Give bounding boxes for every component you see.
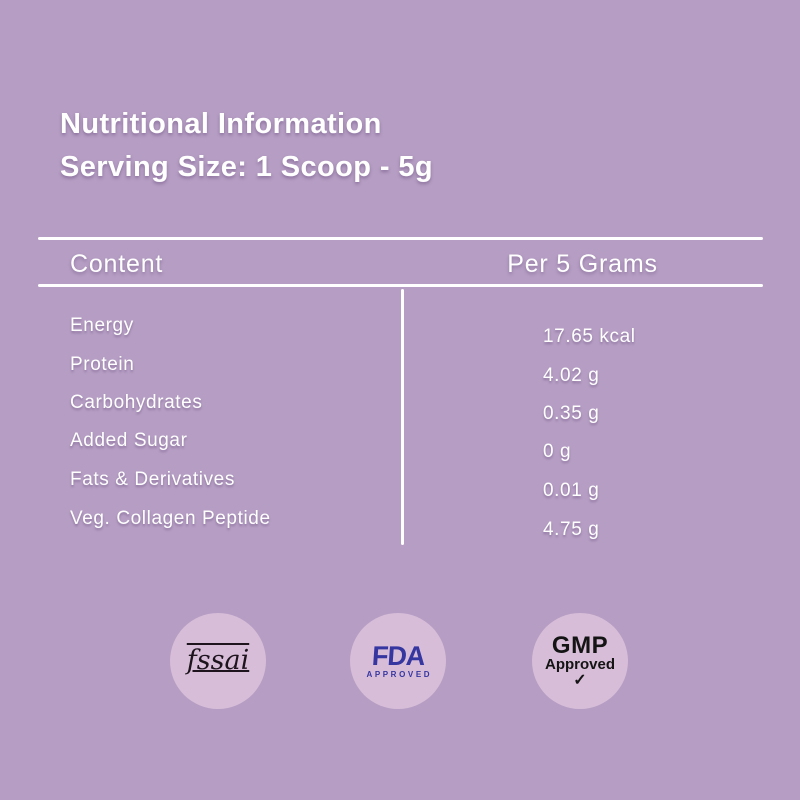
column-header-content: Content [70, 250, 164, 278]
fda-logo-icon: FDA [370, 641, 426, 671]
row-value: 0 g [543, 441, 572, 462]
fda-approved-label: APPROVED [366, 670, 433, 679]
title-block: Nutritional Information Serving Size: 1 … [60, 103, 433, 189]
table-row: Fats & Derivatives 0.01 g [70, 467, 730, 501]
serving-size: Serving Size: 1 Scoop - 5g [60, 151, 433, 183]
row-value: 4.75 g [543, 519, 600, 540]
row-label: Veg. Collagen Peptide [70, 508, 271, 529]
row-label: Energy [70, 315, 134, 336]
table-row: Protein 4.02 g [70, 352, 730, 386]
gmp-approved-label: Approved [544, 656, 615, 673]
row-value: 0.35 g [543, 403, 600, 424]
table-row: Added Sugar 0 g [70, 428, 730, 462]
row-value: 17.65 kcal [543, 326, 636, 347]
table-row: Energy 17.65 kcal [70, 313, 730, 347]
row-value: 4.02 g [543, 365, 600, 386]
row-label: Fats & Derivatives [70, 469, 235, 490]
gmp-approved-badge: GMP Approved ✓ [532, 613, 628, 709]
table-row: Carbohydrates 0.35 g [70, 390, 730, 424]
checkmark-icon: ✓ [573, 672, 587, 689]
gmp-logo-icon: GMP [551, 632, 609, 659]
table-row: Veg. Collagen Peptide 4.75 g [70, 506, 730, 540]
table-column-divider [401, 289, 404, 545]
row-value: 0.01 g [543, 480, 600, 501]
column-header-per-5-grams: Per 5 Grams [507, 250, 658, 278]
table-header-divider [38, 284, 763, 287]
table-top-divider [38, 237, 763, 240]
fssai-logo-icon: fssai [186, 645, 250, 676]
page-title: Nutritional Information [60, 108, 382, 140]
row-label: Protein [70, 354, 135, 375]
row-label: Added Sugar [70, 430, 188, 451]
row-label: Carbohydrates [70, 392, 203, 413]
fda-approved-badge: FDA APPROVED [350, 613, 446, 709]
fssai-badge: fssai [170, 613, 266, 709]
